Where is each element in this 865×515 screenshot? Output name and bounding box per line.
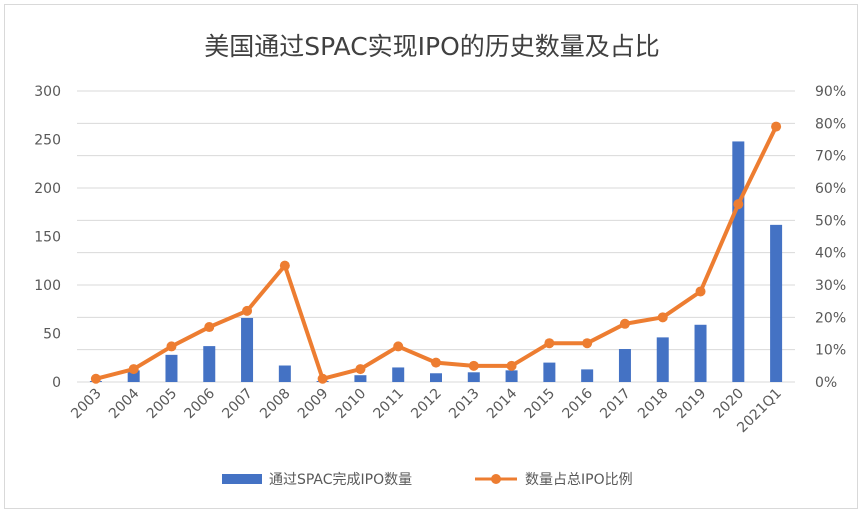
right-tick-label: 70% — [815, 149, 846, 165]
line-point — [657, 312, 668, 323]
right-tick-label: 50% — [815, 213, 846, 229]
chart-frame: 美国通过SPAC实现IPO的历史数量及占比 0 50 100 150 200 250 300… — [4, 4, 858, 509]
x-tick-label: 2014 — [484, 385, 521, 422]
line-point — [468, 360, 479, 371]
x-tick-label: 2010 — [333, 386, 370, 423]
line-point — [733, 199, 744, 210]
bar — [241, 317, 254, 382]
legend-swatch-marker — [491, 474, 501, 484]
x-tick-label: 2003 — [68, 386, 105, 423]
right-tick-label: 80% — [815, 116, 846, 132]
right-tick-label: 10% — [815, 343, 846, 359]
bar — [770, 224, 783, 382]
line-series — [90, 121, 782, 384]
line-point — [431, 357, 441, 368]
x-tick-label: 2011 — [371, 386, 408, 423]
left-tick-label: 100 — [34, 278, 61, 294]
line-point — [506, 360, 517, 371]
left-tick-label: 150 — [34, 230, 61, 246]
line-point — [355, 364, 366, 375]
legend: 通过SPAC完成IPO数量 数量占总IPO比例 — [222, 472, 633, 488]
bar — [618, 349, 631, 382]
x-tick-label: 2005 — [144, 386, 181, 423]
right-tick-label: 0% — [815, 375, 837, 391]
chart-svg: 美国通过SPAC实现IPO的历史数量及占比 0 50 100 150 200 250 300… — [34, 32, 846, 488]
legend-label-line: 数量占总IPO比例 — [525, 472, 633, 488]
x-tick-label: 2012 — [408, 386, 445, 423]
bar — [694, 324, 707, 382]
x-tick-label: 2013 — [446, 386, 483, 423]
line-point — [128, 364, 139, 375]
gridlines — [77, 90, 795, 383]
x-tick-label: 2008 — [257, 386, 294, 423]
x-tick-label: 2019 — [673, 386, 710, 423]
line-point — [695, 286, 706, 297]
line-point — [279, 260, 290, 271]
bar — [543, 362, 556, 382]
bar — [127, 370, 140, 382]
left-tick-label: 250 — [34, 133, 61, 149]
line-point — [242, 305, 253, 316]
right-tick-label: 40% — [815, 246, 846, 262]
right-tick-label: 90% — [815, 84, 846, 100]
right-tick-label: 60% — [815, 181, 846, 197]
legend-label-bar: 通过SPAC完成IPO数量 — [269, 472, 412, 488]
bar — [278, 365, 291, 382]
left-tick-label: 200 — [34, 181, 61, 197]
x-tick-label: 2015 — [522, 386, 559, 423]
right-axis: 0% 10% 20% 30% 40% 50% 60% 70% 80% 90% — [815, 84, 846, 391]
line-point — [166, 341, 177, 352]
left-tick-label: 50 — [43, 327, 61, 343]
bar — [392, 367, 405, 382]
bar — [656, 337, 669, 382]
left-tick-label: 0 — [52, 375, 61, 391]
bar-series — [89, 141, 783, 382]
line-point — [317, 373, 328, 384]
bar — [430, 373, 442, 382]
right-tick-label: 20% — [815, 310, 846, 326]
legend-swatch-bar — [222, 474, 262, 484]
line-point — [204, 322, 215, 333]
x-tick-label: 2017 — [597, 386, 634, 423]
bar — [165, 354, 178, 382]
line-point — [393, 341, 404, 352]
right-tick-label: 30% — [815, 278, 846, 294]
x-axis: 2003 2004 2005 2006 2007 2008 2009 2010 2011 2012… — [68, 385, 785, 436]
line-point — [544, 338, 555, 349]
bar — [581, 369, 594, 382]
x-tick-label: 2004 — [106, 385, 143, 422]
bar — [354, 375, 367, 382]
line-point — [90, 373, 101, 384]
bar — [732, 141, 745, 382]
line-point — [771, 121, 782, 132]
line-point — [619, 318, 630, 329]
line-point — [582, 338, 593, 349]
x-tick-label: 2006 — [182, 385, 219, 422]
left-tick-label: 300 — [34, 84, 61, 100]
x-tick-label: 2009 — [295, 386, 332, 423]
bar — [203, 346, 216, 382]
bar — [467, 372, 480, 382]
bar — [505, 370, 518, 382]
left-axis: 0 50 100 150 200 250 300 — [34, 84, 61, 391]
x-tick-label: 2007 — [219, 386, 256, 423]
chart-title: 美国通过SPAC实现IPO的历史数量及占比 — [204, 32, 660, 61]
x-tick-label: 2016 — [559, 385, 596, 422]
x-tick-label: 2018 — [635, 386, 672, 423]
